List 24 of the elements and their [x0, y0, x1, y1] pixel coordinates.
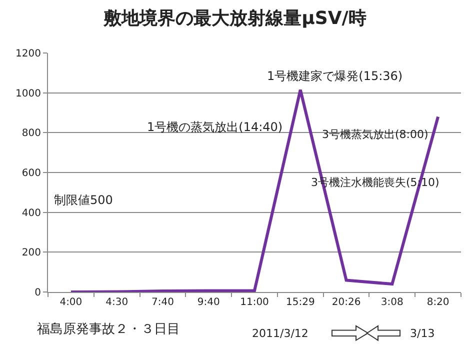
chart-title: 敷地境界の最大放射線量μSV/時	[102, 8, 366, 30]
annotation: 1号機建家で爆発(15:36)	[267, 69, 403, 83]
y-tick-label: 800	[22, 128, 41, 140]
annotation: 3号機蒸気放出(8:00)	[322, 128, 428, 141]
x-tick-label: 8:20	[426, 297, 450, 308]
y-tick-label: 400	[22, 208, 41, 219]
x-tick-label: 3:08	[380, 297, 404, 308]
y-tick-label: 1000	[16, 88, 41, 100]
text: 2011/3/12	[252, 327, 308, 340]
y-tick-label: 200	[22, 248, 41, 259]
y-tick-label: 0	[34, 288, 41, 298]
text: 福島原発事故２・３日目	[37, 322, 180, 337]
x-tick-label: 7:40	[151, 297, 174, 308]
x-tick-label: 4:00	[60, 297, 82, 308]
annotation: 制限値500	[54, 193, 113, 207]
x-tick-label: 9:40	[197, 297, 220, 308]
annotation: 1号機の蒸気放出(14:40)	[147, 120, 283, 134]
y-tick-label: 600	[22, 168, 41, 179]
x-tick-label: 15:29	[286, 297, 315, 308]
y-tick-label: 1200	[16, 48, 41, 60]
x-tick-label: 11:00	[240, 297, 269, 308]
text: 3/13	[410, 327, 435, 340]
x-tick-label: 4:30	[106, 297, 128, 308]
x-tick-label: 20:26	[332, 297, 361, 308]
